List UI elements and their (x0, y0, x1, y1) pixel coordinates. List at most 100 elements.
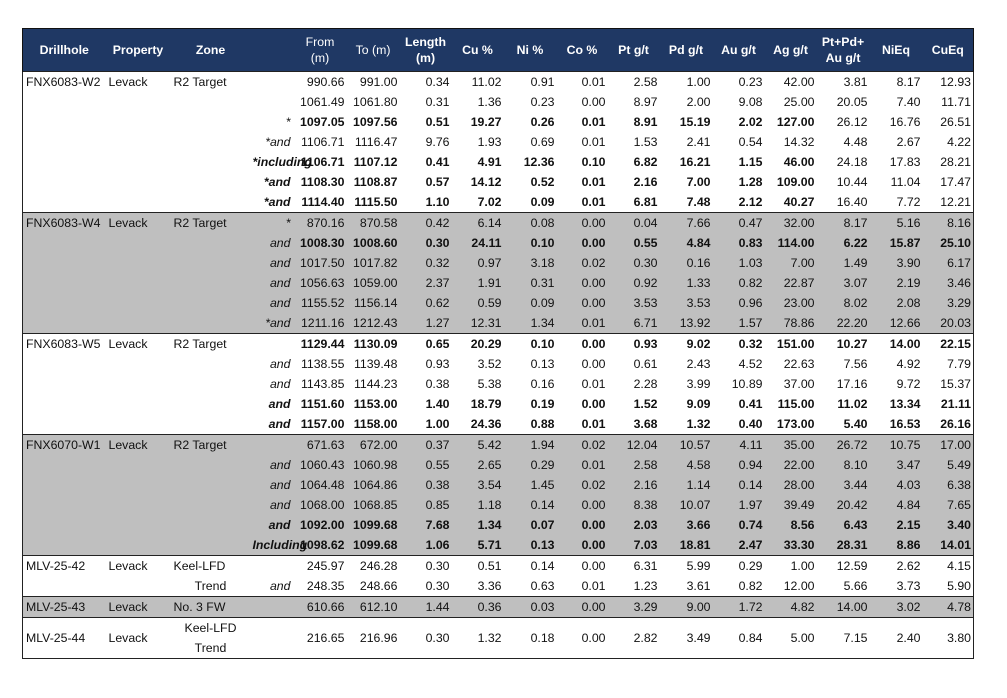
pt-cell: 8.38 (607, 495, 660, 515)
ni-cell: 0.16 (530, 377, 555, 391)
co-cell: 0.01 (556, 455, 608, 475)
cu-cell: 0.59 (451, 293, 504, 313)
zone-cell (171, 92, 251, 112)
from-cell: 1138.55 (300, 357, 345, 371)
co-cell: 0.00 (581, 95, 606, 109)
pd-cell: 3.53 (659, 293, 713, 313)
au-cell: 0.94 (712, 455, 765, 475)
len-cell: 1.27 (399, 313, 452, 334)
to-cell: 991.00 (346, 71, 400, 92)
pt-cell: 8.97 (633, 95, 658, 109)
table-body: FNX6083-W2 Levack R2 Target 990.66 991.00 0.3… (22, 71, 974, 659)
ag-cell: 22.00 (764, 455, 817, 475)
au-cell: 1.15 (738, 155, 763, 169)
ppa-cell: 5.40 (843, 417, 868, 431)
property-cell: Levack (105, 596, 171, 618)
from-cell: 870.16 (293, 212, 347, 233)
from-cell: 1106.71 (300, 135, 345, 149)
from-cell: 1064.48 (293, 475, 347, 495)
property-cell (105, 233, 171, 253)
qualifier-cell: and (250, 495, 294, 515)
to-cell: 1158.00 (353, 417, 398, 431)
table-row: and 1064.48 1064.86 0.38 3.54 1.45 0.02 2.16 1.1… (22, 475, 974, 495)
nieq-cell: 11.04 (890, 175, 921, 189)
co-cell: 0.01 (581, 377, 606, 391)
from-cell: 1114.40 (301, 195, 345, 209)
nieq-cell: 16.76 (889, 115, 921, 129)
cu-cell: 18.79 (470, 397, 502, 411)
zone-cell (171, 394, 251, 414)
zone-cell (170, 495, 251, 515)
property-cell (106, 354, 171, 374)
au-cell: 4.11 (712, 434, 765, 455)
pt-cell: 6.81 (633, 195, 658, 209)
cu-cell: 3.52 (477, 357, 502, 371)
cu-cell: 0.51 (451, 555, 504, 576)
nieq-cell: 7.40 (896, 95, 921, 109)
drillhole-cell (22, 112, 106, 132)
pd-cell: 10.57 (659, 434, 713, 455)
from-cell: 1098.62 (293, 535, 347, 556)
cueq-cell: 6.38 (922, 475, 974, 495)
qualifier-cell: *and (250, 313, 294, 334)
to-cell: 1017.82 (346, 253, 400, 273)
ni-cell: 1.94 (503, 434, 557, 455)
nieq-cell: 4.92 (896, 357, 921, 371)
nieq-cell: 9.72 (896, 377, 921, 391)
pd-cell: 9.00 (659, 596, 713, 618)
ag-cell: 22.63 (783, 357, 815, 371)
pt-cell: 7.03 (607, 535, 660, 556)
table-row: and 1056.63 1059.00 2.37 1.91 0.31 0.00 0.92 1.3… (22, 273, 974, 293)
qualifier-cell (250, 596, 294, 618)
qualifier-cell (251, 92, 294, 112)
property-cell: Levack (105, 434, 171, 455)
column-header-to: To (m) (346, 28, 400, 72)
table-row: FNX6083-W4 Levack R2 Target * 870.16 870.58 0.… (22, 212, 974, 233)
drillhole-cell (22, 475, 106, 495)
pd-cell: 4.58 (659, 455, 713, 475)
pd-cell: 7.48 (686, 195, 711, 209)
table-row: Trend and 248.35 248.66 0.30 3.36 0.63 0.01 1.23… (22, 576, 974, 597)
ni-cell: 0.09 (503, 293, 557, 313)
co-cell: 0.00 (556, 273, 608, 293)
ni-cell: 0.13 (503, 535, 557, 556)
au-cell: 1.72 (712, 596, 765, 618)
pd-cell: 3.66 (659, 515, 713, 535)
ag-cell: 12.00 (783, 579, 815, 593)
len-cell: 1.06 (399, 535, 452, 556)
zone-cell (170, 293, 251, 313)
au-cell: 0.47 (712, 212, 765, 233)
pd-cell: 1.32 (686, 417, 711, 431)
column-header-ppa: Pt+Pd+ Au g/t (816, 28, 870, 72)
pd-cell: 3.61 (686, 579, 711, 593)
ag-cell: 40.27 (783, 195, 815, 209)
zone-cell (170, 313, 251, 334)
to-cell: 1068.85 (346, 495, 400, 515)
from-cell: 1211.16 (293, 313, 347, 334)
len-cell: 0.41 (425, 155, 450, 169)
ni-cell: 0.07 (503, 515, 557, 535)
len-cell: 0.65 (399, 333, 452, 354)
cueq-cell: 14.01 (922, 535, 974, 556)
table-row: and 1068.00 1068.85 0.85 1.18 0.14 0.00 8.38 10.… (22, 495, 974, 515)
pd-cell: 3.49 (659, 617, 713, 659)
nieq-cell: 4.03 (869, 475, 923, 495)
ag-cell: 114.00 (764, 233, 817, 253)
ppa-cell: 7.56 (843, 357, 868, 371)
ni-cell: 1.45 (503, 475, 557, 495)
qualifier-cell: *and (263, 195, 291, 209)
cu-cell: 5.71 (451, 535, 504, 556)
zone-cell (171, 192, 251, 213)
pd-cell: 7.00 (686, 175, 711, 189)
co-cell: 0.00 (556, 617, 608, 659)
zone-cell: R2 Target (170, 434, 251, 455)
from-cell: 1008.30 (293, 233, 347, 253)
from-cell: 1068.00 (293, 495, 347, 515)
table-row: FNX6083-W5 Levack R2 Target 1129.44 1130.09 0… (22, 333, 974, 354)
cu-cell: 24.11 (451, 233, 504, 253)
cueq-cell: 3.29 (922, 293, 974, 313)
drillhole-cell (22, 455, 106, 475)
co-cell: 0.02 (556, 253, 608, 273)
nieq-cell: 2.67 (896, 135, 921, 149)
ag-cell: 7.00 (764, 253, 817, 273)
